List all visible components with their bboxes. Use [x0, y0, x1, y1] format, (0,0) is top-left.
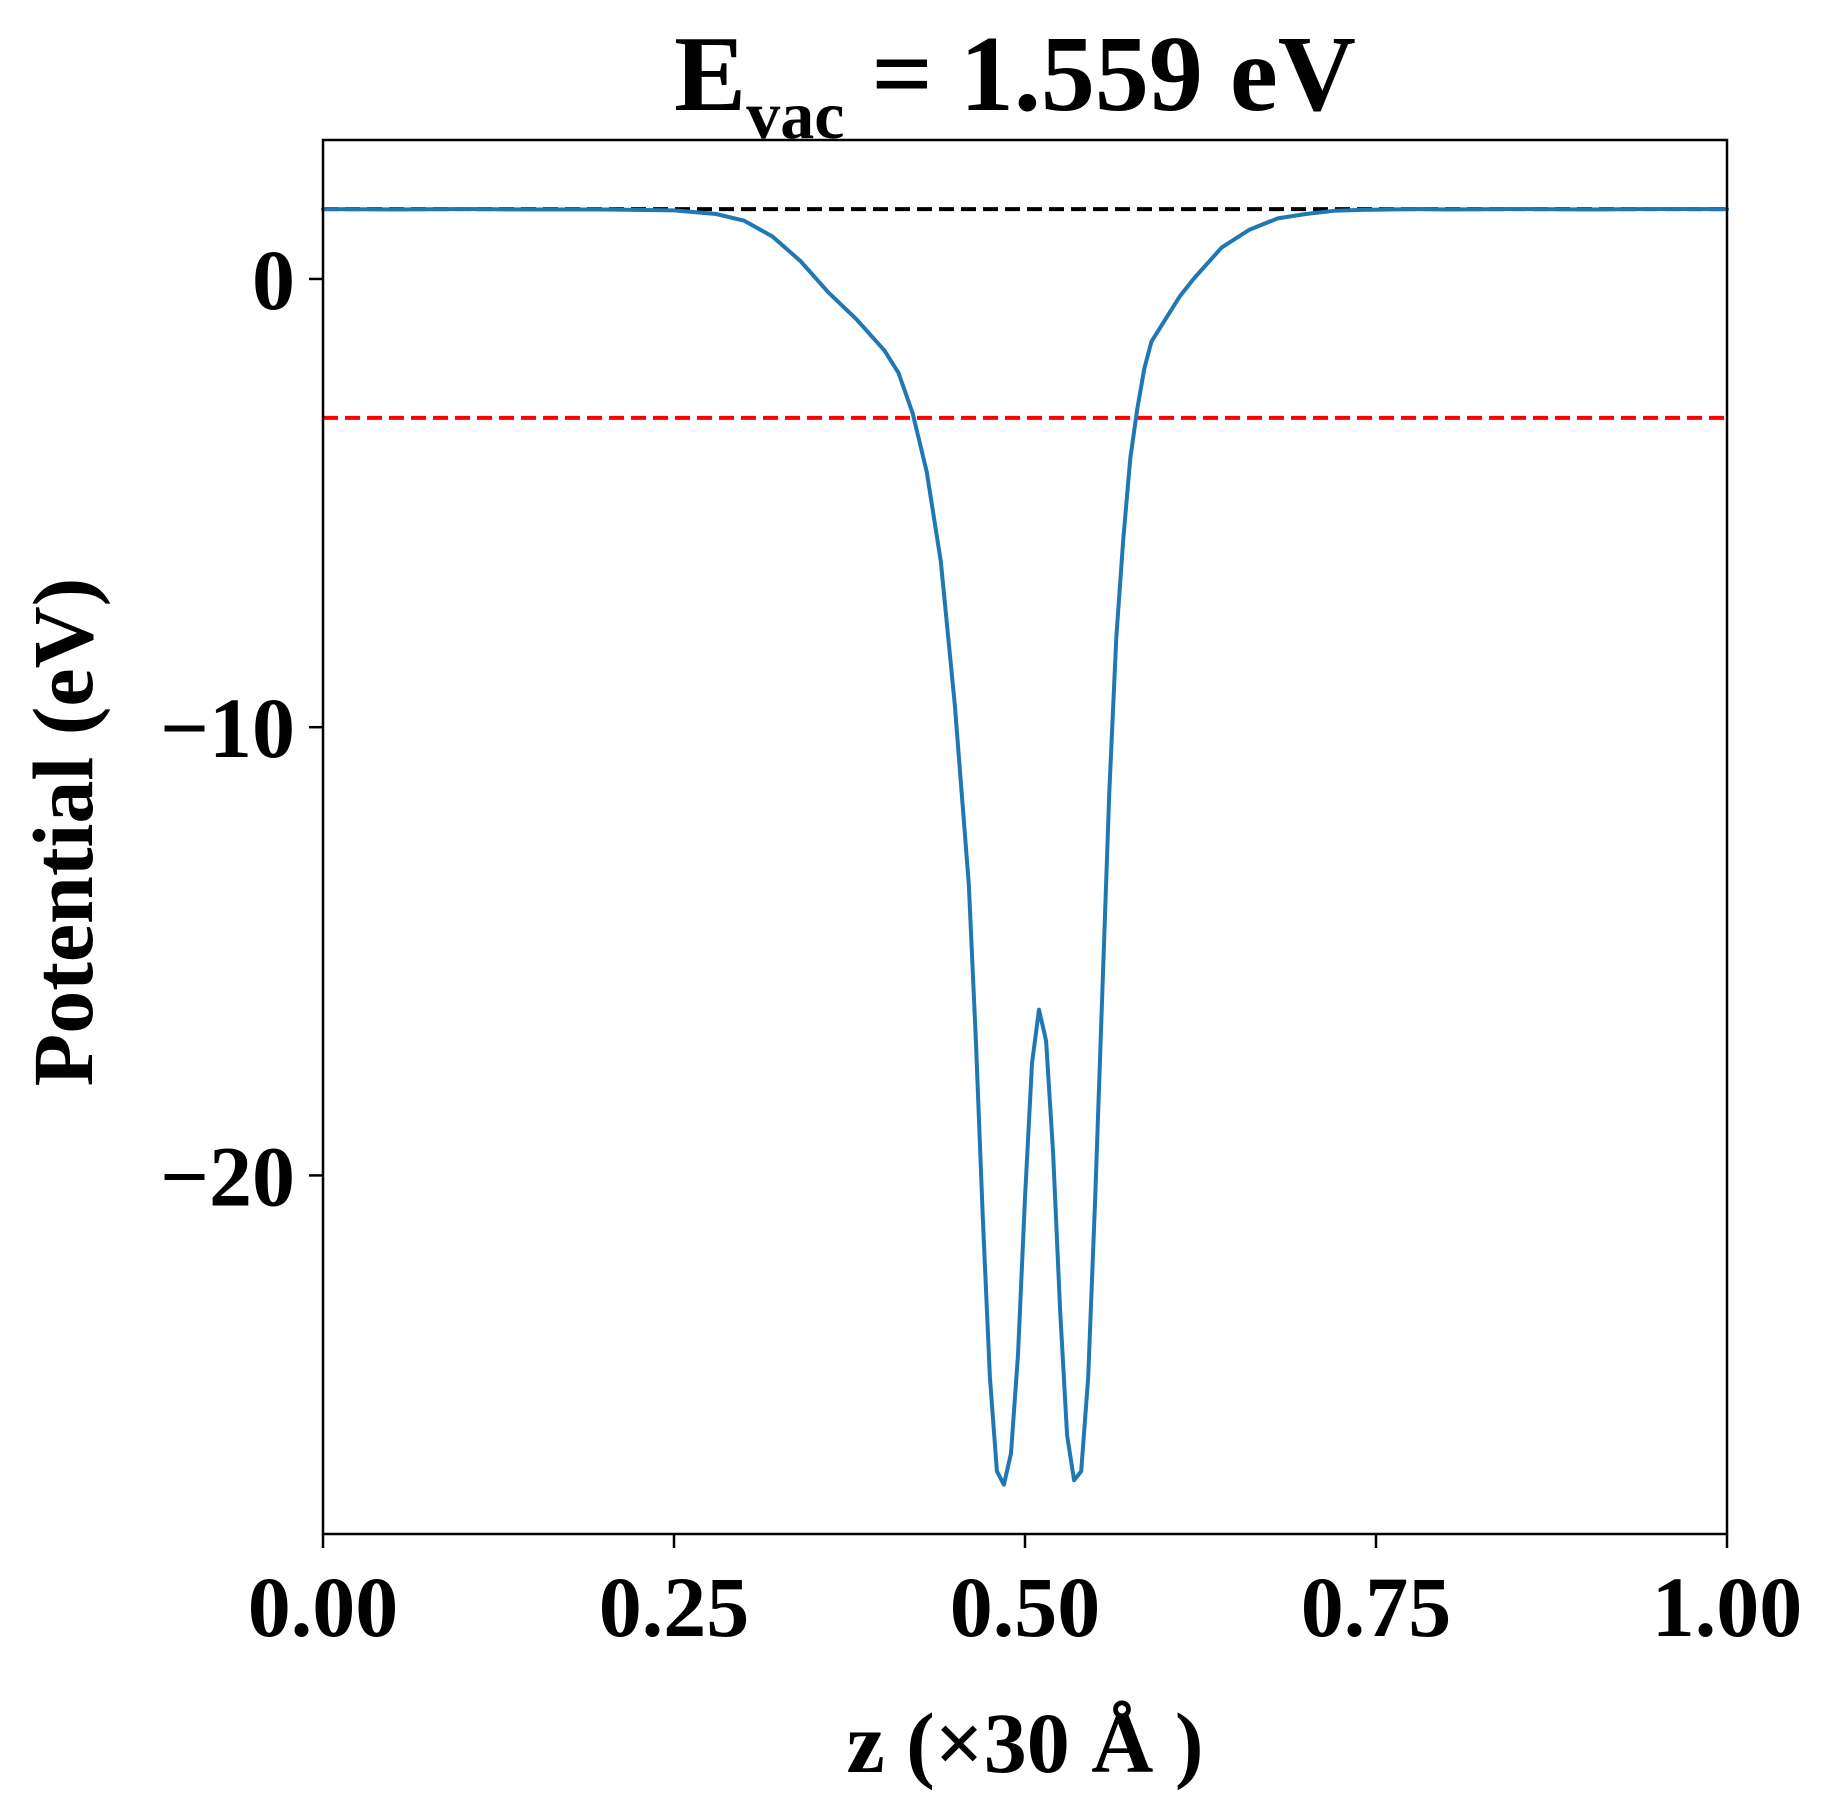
x-axis-label: z (×30 Å ) — [846, 1695, 1203, 1791]
plot-frame — [321, 138, 1729, 1536]
chart-title-subscript: vac — [746, 77, 844, 153]
chart-title-rest: = 1.559 eV — [844, 15, 1355, 134]
y-tick-label: −20 — [160, 1128, 295, 1224]
y-axis-ticks: 0 −10 −20 — [160, 232, 323, 1224]
series-line-0 — [321, 207, 1729, 1487]
x-tick-label: 0.00 — [248, 1559, 399, 1655]
x-tick-label: 0.50 — [950, 1559, 1101, 1655]
chart-title: Evac = 1.559 eV — [674, 15, 1356, 153]
x-axis-ticks: 0.00 0.25 0.50 0.75 1.00 — [248, 1534, 1803, 1655]
y-axis-label: Potential (eV) — [15, 578, 111, 1087]
x-tick-label: 0.25 — [599, 1559, 750, 1655]
reference-lines — [323, 207, 1727, 420]
x-tick-label: 1.00 — [1652, 1559, 1803, 1655]
y-tick-label: 0 — [252, 232, 295, 328]
chart-title-main: E — [674, 15, 746, 134]
y-tick-label: −10 — [160, 680, 295, 776]
x-tick-label: 0.75 — [1301, 1559, 1452, 1655]
series-layer — [321, 207, 1729, 1487]
